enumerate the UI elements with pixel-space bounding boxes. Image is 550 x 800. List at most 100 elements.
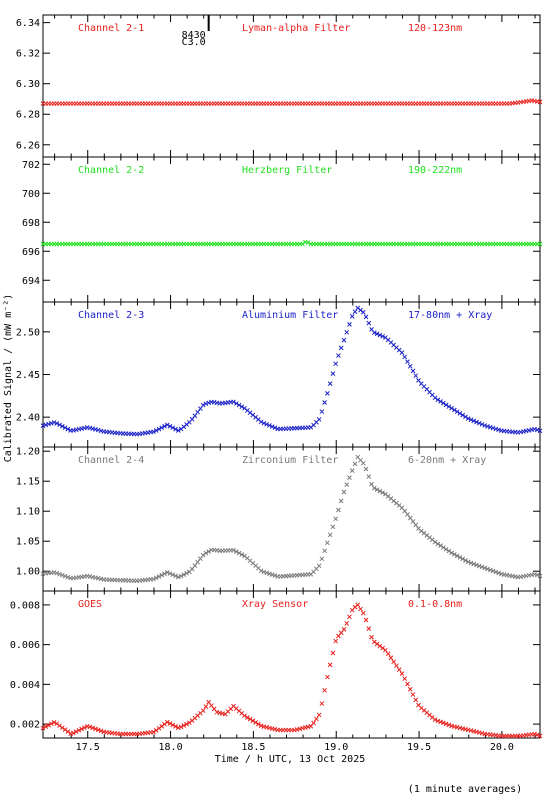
data-point (319, 701, 325, 706)
panel-band-label: 6-20nm + Xray (408, 455, 486, 466)
data-point (57, 422, 62, 428)
data-point (371, 330, 377, 335)
data-point (463, 558, 468, 563)
data-point (267, 423, 272, 428)
data-point (76, 727, 82, 733)
data-point (173, 426, 178, 432)
data-point (261, 569, 267, 575)
data-point (490, 425, 496, 431)
data-point (410, 519, 416, 524)
panel-band-label: 190-222nm (408, 165, 462, 176)
data-point (413, 522, 419, 528)
data-point (319, 556, 325, 562)
data-point (316, 563, 322, 569)
y-tick-label: 698 (22, 218, 40, 229)
data-point (79, 726, 85, 732)
data-point (319, 409, 325, 414)
panel-band-label: 17-80nm + Xray (408, 310, 492, 321)
data-point (537, 573, 543, 579)
y-tick-label: 0.002 (10, 720, 40, 731)
data-point (231, 547, 236, 553)
data-point (369, 634, 374, 640)
data-point (244, 715, 250, 720)
data-point (173, 573, 178, 579)
y-tick-label: 702 (22, 160, 40, 171)
data-point (352, 461, 358, 467)
series-points (40, 98, 543, 106)
data-point (366, 626, 372, 631)
data-point (54, 570, 60, 576)
data-point (407, 686, 413, 692)
data-point (490, 568, 496, 574)
x-ticks (54, 302, 536, 447)
data-point (534, 427, 540, 433)
data-point (385, 651, 391, 657)
data-point (399, 671, 405, 676)
panel-5: 0.002 0.004 0.006 0.008 GOES Xray Sensor 0.1-0… (10, 590, 543, 739)
data-point (261, 420, 267, 426)
data-point (200, 552, 206, 558)
data-point (443, 721, 449, 727)
data-point (233, 549, 239, 554)
data-point (463, 414, 468, 420)
data-point (242, 713, 247, 719)
data-point (355, 602, 361, 608)
data-point (438, 399, 443, 404)
data-point (175, 428, 181, 433)
data-point (347, 321, 352, 327)
data-point (471, 561, 477, 567)
data-point (156, 574, 162, 579)
data-point (316, 712, 322, 718)
data-point (374, 331, 380, 337)
data-point (62, 425, 68, 431)
data-point (189, 416, 195, 422)
data-point (344, 482, 350, 487)
data-point (413, 697, 419, 703)
data-point (338, 498, 344, 504)
data-point (184, 570, 189, 576)
x-ticks (54, 15, 536, 157)
data-point (407, 363, 413, 369)
data-point (333, 516, 339, 522)
data-point (239, 404, 245, 410)
y-tick-label: 2.45 (16, 370, 40, 381)
data-point (151, 576, 156, 582)
data-point (325, 391, 330, 396)
data-point (164, 719, 170, 725)
data-point (65, 574, 71, 580)
data-point (90, 725, 96, 731)
y-tick-label: 6.30 (16, 79, 40, 90)
data-point (482, 423, 488, 428)
x-tick-label: 17.5 (76, 742, 100, 753)
data-point (441, 545, 446, 550)
data-point (347, 475, 352, 480)
data-point (167, 423, 173, 429)
data-point (173, 724, 178, 729)
y-tick-label: 700 (22, 189, 40, 200)
data-point (305, 240, 311, 245)
x-tick-label: 20.0 (490, 742, 514, 753)
data-point (258, 419, 264, 425)
data-point (446, 548, 452, 554)
data-point (267, 571, 272, 577)
data-point (192, 563, 198, 568)
x-ticks (54, 447, 536, 591)
data-point (87, 724, 93, 730)
data-point (402, 354, 408, 360)
y-tick-label: 2.50 (16, 327, 40, 338)
data-point (452, 552, 457, 557)
data-point (159, 572, 165, 578)
data-point (349, 314, 355, 319)
data-point (388, 655, 394, 661)
data-point (327, 381, 333, 386)
data-point (360, 460, 366, 466)
data-point (333, 361, 339, 367)
data-point (457, 555, 463, 560)
data-point (341, 337, 347, 343)
data-point (460, 556, 466, 562)
panel-channel-label: Channel 2-2 (78, 165, 144, 176)
data-point (98, 728, 104, 734)
data-point (377, 488, 383, 494)
data-point (43, 724, 49, 730)
